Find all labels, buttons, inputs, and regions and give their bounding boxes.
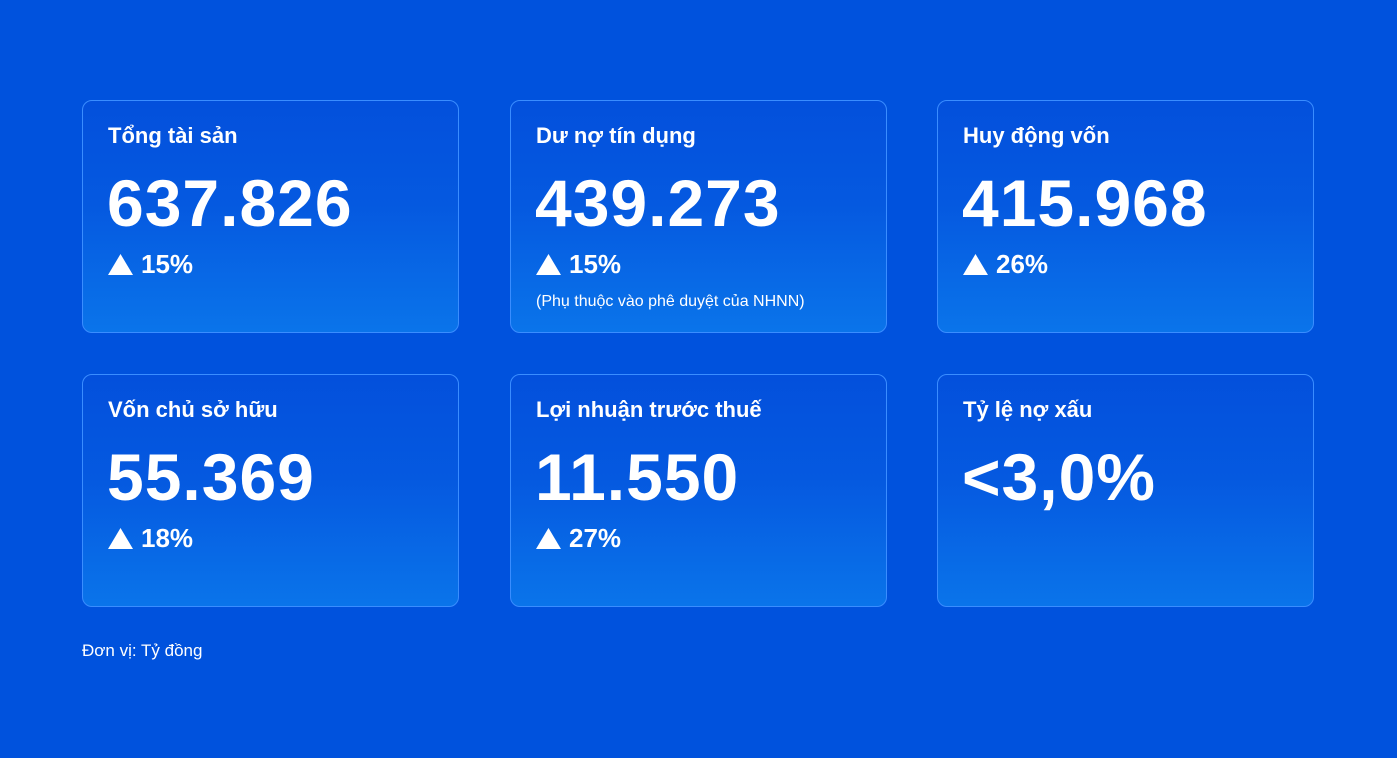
stat-label: Tỷ lệ nợ xấu (963, 397, 1093, 422)
unit-note: Đơn vị: Tỷ đồng (82, 641, 203, 660)
stat-value: 415.968 (962, 166, 1208, 240)
up-arrow (108, 254, 133, 275)
stat-card: Lợi nhuận trước thuế 11.550 27% (510, 374, 887, 607)
change-text: 15% (569, 249, 622, 279)
stat-value: 439.273 (535, 166, 781, 240)
stat-note: (Phụ thuộc vào phê duyệt của NHNN) (536, 293, 805, 310)
stat-value: 637.826 (107, 166, 353, 240)
up-arrow (536, 528, 561, 549)
stat-change: 15% (536, 249, 621, 280)
up-arrow (108, 528, 133, 549)
stat-value: <3,0% (962, 440, 1156, 514)
up-arrow-shape (108, 254, 133, 275)
up-arrow (536, 254, 561, 275)
change-text: 27% (569, 523, 622, 553)
stat-card: Vốn chủ sở hữu 55.369 18% (82, 374, 459, 607)
stat-label: Huy động vốn (963, 123, 1110, 148)
stat-card: Huy động vốn 415.968 26% (937, 100, 1314, 333)
change-text: 15% (141, 249, 194, 279)
change-text: 26% (996, 249, 1049, 279)
stat-value: 11.550 (535, 440, 740, 514)
stat-card: Tỷ lệ nợ xấu <3,0% (937, 374, 1314, 607)
stat-label: Lợi nhuận trước thuế (536, 397, 762, 422)
stat-change: 26% (963, 249, 1048, 280)
stat-label: Vốn chủ sở hữu (108, 397, 278, 422)
up-arrow (963, 254, 988, 275)
stat-change: 18% (108, 523, 193, 554)
up-arrow-shape (536, 528, 561, 549)
stat-card: Tổng tài sản 637.826 15% (82, 100, 459, 333)
stat-value: 55.369 (107, 440, 315, 514)
up-arrow-shape (108, 528, 133, 549)
stat-card: Dư nợ tín dụng 439.273 15% (Phụ thuộc vào p… (510, 100, 887, 333)
stat-change: 27% (536, 523, 621, 554)
stat-change: 15% (108, 249, 193, 280)
stat-label: Tổng tài sản (108, 123, 238, 148)
up-arrow-shape (536, 254, 561, 275)
stat-label: Dư nợ tín dụng (536, 123, 696, 148)
up-arrow-shape (963, 254, 988, 275)
change-text: 18% (141, 523, 194, 553)
